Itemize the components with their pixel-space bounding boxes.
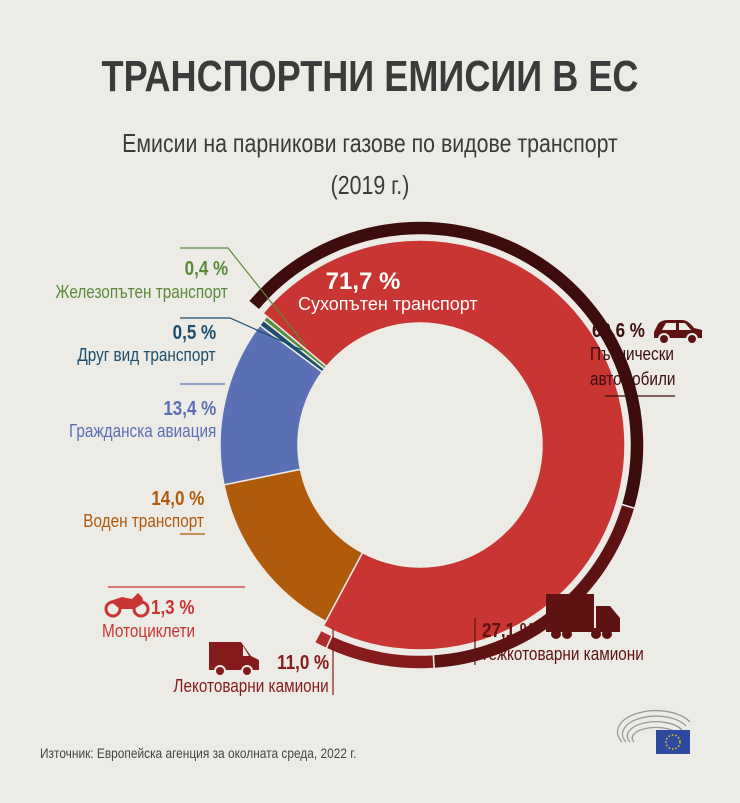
subtitle: Емисии на парникови газове по видове тра…: [122, 128, 618, 158]
leader-other: [180, 317, 303, 351]
label-cars-name-1: Пътнически: [590, 344, 674, 364]
label-aviation-name: Гражданска авиация: [68, 421, 216, 441]
label-rail-pct: 0,4 %: [184, 258, 228, 280]
car-icon: [654, 320, 702, 345]
label-van-name: Лекотоварни камиони: [173, 676, 329, 696]
label-truck-pct: 27,1 %: [482, 620, 535, 642]
label-moto-name: Мотоциклети: [102, 621, 196, 641]
label-land-pct: 71,7 %: [325, 268, 401, 295]
outer-slice-3: [313, 629, 334, 650]
label-land-name: Сухопътен транспорт: [298, 294, 478, 314]
label-rail-name: Железопътен транспорт: [55, 282, 228, 302]
label-water-name: Воден транспорт: [83, 511, 204, 531]
motorcycle-icon: [104, 593, 150, 618]
european-parliament-logo: [616, 709, 691, 754]
source-note: Източник: Европейска агенция за околната…: [40, 745, 357, 761]
van-icon: [209, 642, 259, 677]
slice-0: [261, 239, 626, 651]
page-title: ТРАНСПОРТНИ ЕМИСИИ В ЕС: [101, 52, 639, 101]
label-other-pct: 0,5 %: [172, 322, 216, 344]
label-water-pct: 14,0 %: [151, 488, 204, 510]
label-cars-pct: 60,6 %: [592, 320, 645, 342]
truck-icon: [546, 594, 620, 639]
label-moto-pct: 1,3 %: [151, 597, 195, 619]
label-other-name: Друг вид транспорт: [77, 345, 216, 365]
slice-4: [262, 315, 328, 371]
label-van-pct: 11,0 %: [277, 652, 329, 674]
label-truck-name: Тежкотоварни камиони: [480, 644, 644, 664]
label-cars-name-2: автомобили: [590, 369, 676, 389]
leader-rail: [180, 247, 307, 347]
label-aviation-pct: 13,4 %: [163, 398, 216, 420]
subtitle-year: (2019 г.): [330, 170, 410, 200]
